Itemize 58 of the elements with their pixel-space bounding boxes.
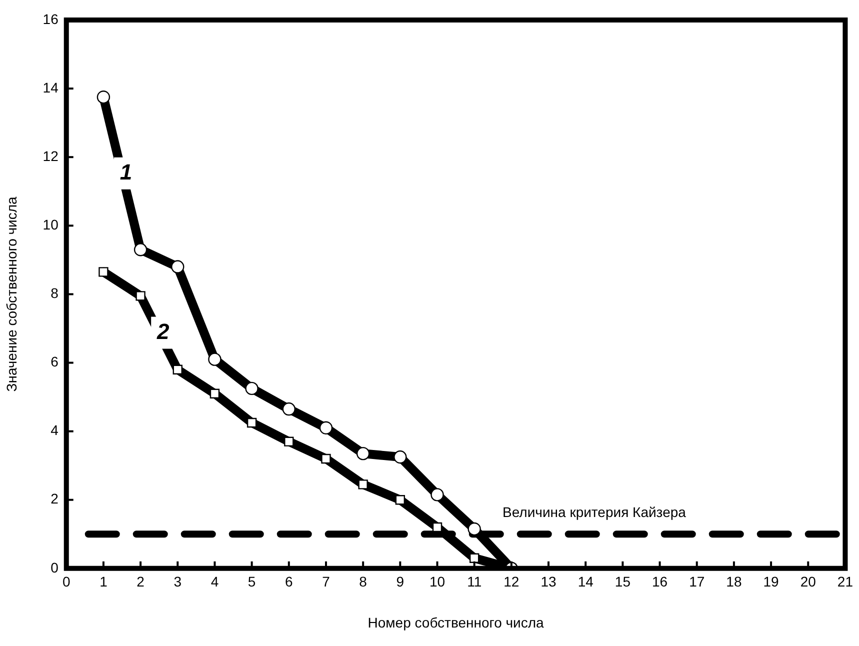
x-tick-label: 21 bbox=[837, 574, 854, 590]
point bbox=[210, 388, 220, 398]
series-label: 2 bbox=[156, 318, 170, 344]
point bbox=[394, 450, 407, 464]
x-tick-label: 19 bbox=[763, 574, 780, 590]
x-tick-label: 7 bbox=[322, 574, 330, 590]
point bbox=[356, 446, 370, 460]
y-tick-label: 14 bbox=[42, 79, 59, 96]
y-tick-label: 10 bbox=[42, 216, 59, 233]
y-tick-label: 2 bbox=[50, 490, 59, 507]
y-tick-label: 16 bbox=[42, 10, 59, 27]
point bbox=[430, 488, 444, 502]
point bbox=[395, 495, 406, 505]
x-tick-label: 16 bbox=[652, 574, 668, 590]
point bbox=[208, 352, 222, 366]
point bbox=[469, 553, 480, 563]
x-tick-label: 1 bbox=[100, 574, 108, 590]
y-tick-label: 8 bbox=[50, 285, 59, 302]
point bbox=[468, 522, 481, 536]
x-tick-label: 12 bbox=[504, 574, 520, 590]
ref-line-label: Величина критерия Кайзера bbox=[502, 504, 686, 520]
series-label: 1 bbox=[120, 159, 132, 184]
point bbox=[284, 436, 294, 446]
x-tick-label: 15 bbox=[614, 574, 631, 590]
point bbox=[282, 402, 296, 416]
y-tick-label: 0 bbox=[50, 559, 59, 576]
point bbox=[358, 480, 368, 490]
x-tick-label: 3 bbox=[174, 574, 182, 590]
x-tick-label: 9 bbox=[396, 574, 404, 590]
x-tick-label: 0 bbox=[62, 574, 70, 590]
x-tick-label: 11 bbox=[467, 574, 482, 590]
point bbox=[136, 291, 146, 301]
point bbox=[98, 267, 108, 277]
x-tick-label: 10 bbox=[429, 574, 446, 590]
y-axis-title: Значение собственного числа bbox=[3, 196, 20, 392]
y-tick-label: 4 bbox=[50, 422, 59, 438]
point bbox=[432, 522, 442, 532]
y-tick-label: 12 bbox=[42, 148, 59, 164]
point bbox=[319, 421, 333, 434]
x-tick-label: 18 bbox=[726, 574, 742, 590]
point bbox=[96, 90, 110, 104]
x-tick-label: 2 bbox=[136, 574, 145, 590]
x-axis-title: Номер собственного числа bbox=[368, 614, 544, 630]
point bbox=[245, 382, 258, 396]
y-tick-label: 6 bbox=[50, 354, 59, 370]
x-tick-label: 6 bbox=[285, 574, 293, 590]
x-tick-label: 5 bbox=[248, 574, 256, 590]
point bbox=[246, 418, 257, 428]
point bbox=[171, 260, 184, 274]
point bbox=[134, 243, 148, 256]
x-tick-label: 20 bbox=[800, 574, 816, 590]
x-tick-label: 13 bbox=[540, 574, 557, 590]
x-tick-label: 14 bbox=[578, 574, 594, 590]
x-tick-label: 8 bbox=[359, 574, 368, 590]
x-tick-label: 17 bbox=[689, 574, 705, 590]
point bbox=[321, 454, 331, 464]
point bbox=[172, 364, 182, 374]
x-tick-label: 4 bbox=[210, 574, 219, 590]
